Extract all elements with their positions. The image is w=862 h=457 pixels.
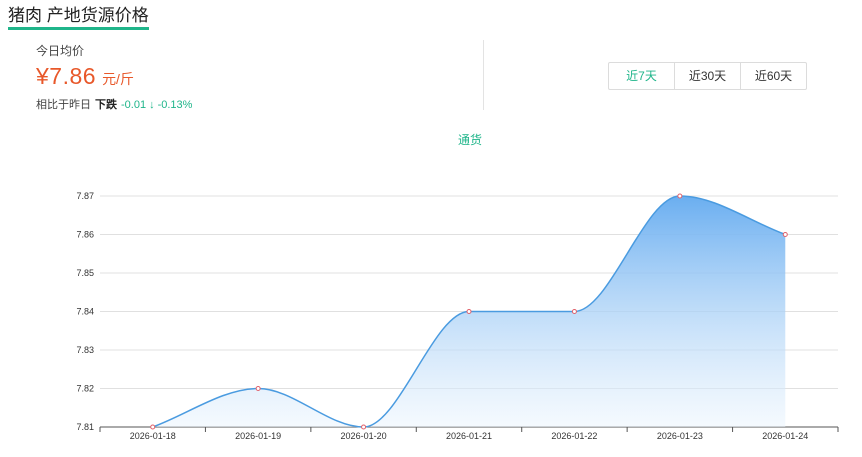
y-tick-label: 7.82: [76, 384, 94, 394]
data-point: [255, 386, 261, 391]
y-tick-label: 7.85: [76, 268, 94, 278]
price-unit: 元/斤: [102, 71, 134, 87]
range-7-days-button[interactable]: 近7天: [609, 63, 675, 89]
y-tick-label: 7.83: [76, 345, 94, 355]
y-tick-label: 7.84: [76, 307, 94, 317]
range-selector: 近7天 近30天 近60天: [608, 62, 807, 90]
x-tick-label: 2026-01-24: [762, 431, 808, 441]
y-tick-label: 7.81: [76, 422, 94, 432]
x-tick-label: 2026-01-18: [130, 431, 176, 441]
x-tick-label: 2026-01-23: [657, 431, 703, 441]
x-tick-label: 2026-01-22: [551, 431, 597, 441]
x-tick-label: 2026-01-19: [235, 431, 281, 441]
page-title: 猪肉 产地货源价格: [8, 6, 149, 30]
data-point: [466, 309, 472, 314]
down-arrow-icon: ↓: [149, 99, 155, 111]
change-values: -0.01 ↓ -0.13%: [121, 99, 195, 111]
price-row: ¥7.86 元/斤: [36, 63, 456, 90]
x-tick-label: 2026-01-21: [446, 431, 492, 441]
data-point: [361, 424, 367, 430]
compare-label: 相比于昨日: [36, 99, 91, 111]
data-point: [571, 309, 577, 314]
today-price: ¥7.86: [36, 63, 97, 89]
range-30-days-button[interactable]: 近30天: [675, 63, 741, 89]
change-amount: -0.01: [121, 99, 147, 111]
data-point: [677, 193, 683, 199]
summary-divider: [483, 40, 484, 110]
change-direction: 下跌: [95, 99, 117, 111]
data-point: [150, 424, 156, 430]
compare-row: 相比于昨日 下跌 -0.01 ↓ -0.13%: [36, 96, 456, 112]
legend-item-tonghuo[interactable]: 通货: [457, 133, 482, 147]
data-point: [782, 232, 788, 237]
x-tick-label: 2026-01-20: [341, 431, 387, 441]
y-tick-label: 7.87: [76, 191, 94, 201]
range-60-days-button[interactable]: 近60天: [754, 69, 793, 83]
y-tick-label: 7.86: [76, 230, 94, 240]
change-percent: -0.13%: [157, 99, 193, 111]
price-summary: 今日均价 ¥7.86 元/斤 相比于昨日 下跌 -0.01 ↓ -0.13%: [36, 42, 456, 112]
today-average-label: 今日均价: [36, 44, 85, 58]
